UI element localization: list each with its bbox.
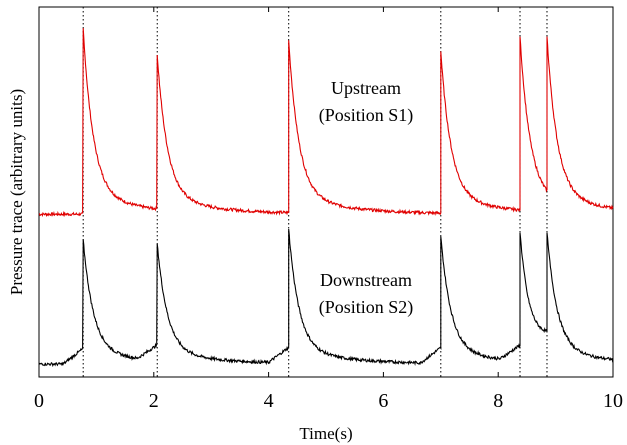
x-tick-label-4: 4 <box>264 390 274 412</box>
x-ticks: 0 2 4 6 8 10 <box>34 7 623 412</box>
downstream-label-line1: Downstream <box>320 270 412 290</box>
x-tick-label-8: 8 <box>493 390 503 412</box>
x-axis-label: Time(s) <box>299 424 352 443</box>
y-axis-label: Pressure trace (arbitrary units) <box>7 89 26 295</box>
plot-frame <box>38 6 614 378</box>
downstream-trace <box>38 228 614 368</box>
upstream-label-line2: (Position S1) <box>319 105 414 126</box>
x-tick-label-10: 10 <box>603 390 623 412</box>
series-group <box>38 28 614 368</box>
x-tick-label-6: 6 <box>378 390 388 412</box>
upstream-label-line1: Upstream <box>331 78 401 98</box>
x-tick-label-0: 0 <box>34 390 44 412</box>
upstream-trace <box>38 28 614 218</box>
upstream-annotation: Upstream (Position S1) <box>319 78 414 126</box>
downstream-annotation: Downstream (Position S2) <box>319 270 414 318</box>
downstream-label-line2: (Position S2) <box>319 297 414 318</box>
event-markers <box>82 7 548 377</box>
x-tick-label-2: 2 <box>149 390 159 412</box>
